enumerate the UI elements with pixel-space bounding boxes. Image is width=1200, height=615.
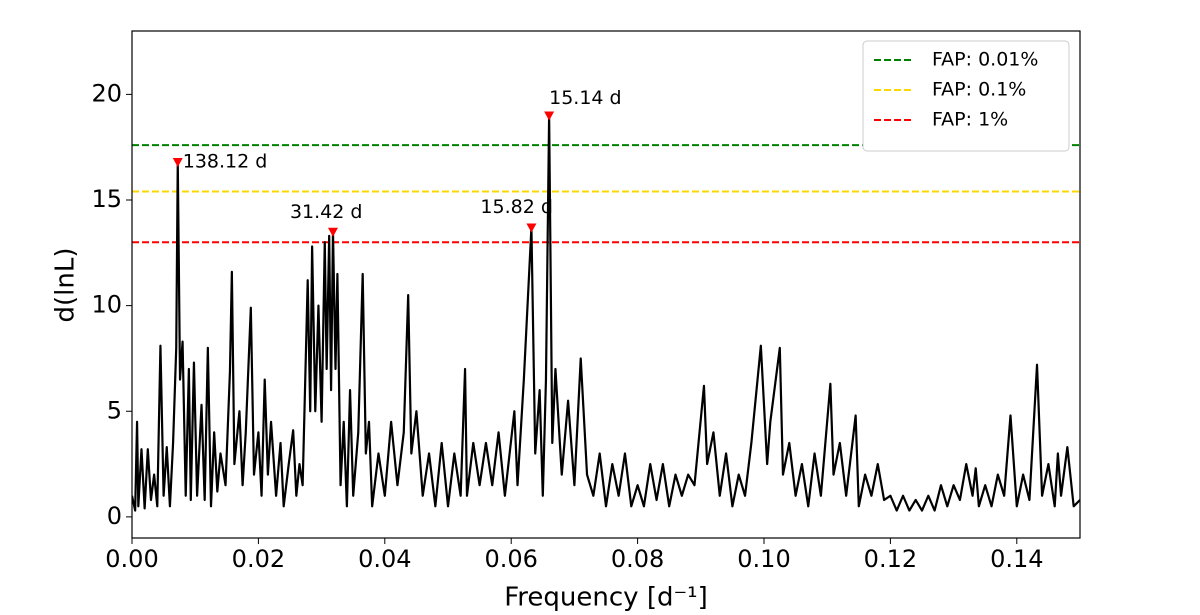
x-tick-label: 0.10 [737, 545, 790, 573]
peak-label: 31.42 d [290, 201, 363, 223]
legend-label: FAP: 0.1% [932, 79, 1026, 101]
x-axis-label: Frequency [d⁻¹] [504, 583, 708, 613]
peak-marker [526, 223, 537, 233]
peak-label: 15.14 d [549, 87, 622, 109]
y-axis-label: d(lnL) [51, 248, 81, 323]
peak-label: 138.12 d [183, 150, 268, 172]
legend-label: FAP: 0.01% [932, 49, 1038, 71]
x-tick-label: 0.14 [990, 545, 1043, 573]
y-tick-label: 0 [107, 502, 122, 530]
x-tick-label: 0.00 [105, 545, 158, 573]
peak-marker [327, 227, 338, 237]
plot-frame [131, 30, 1081, 539]
periodogram-line [132, 114, 1080, 512]
y-tick-label: 5 [107, 396, 122, 424]
y-tick-label: 10 [91, 291, 122, 319]
peak-label: 15.82 d [480, 196, 553, 218]
x-tick-label: 0.08 [611, 545, 664, 573]
legend-label: FAP: 1% [932, 109, 1008, 131]
y-tick-label: 15 [91, 185, 122, 213]
legend-box [862, 40, 1070, 152]
x-tick-label: 0.02 [232, 545, 285, 573]
x-tick-label: 0.12 [864, 545, 917, 573]
x-tick-label: 0.04 [358, 545, 411, 573]
x-tick-label: 0.06 [484, 545, 537, 573]
peak-marker [172, 157, 183, 167]
peak-marker [544, 111, 555, 121]
y-tick-label: 20 [91, 79, 122, 107]
